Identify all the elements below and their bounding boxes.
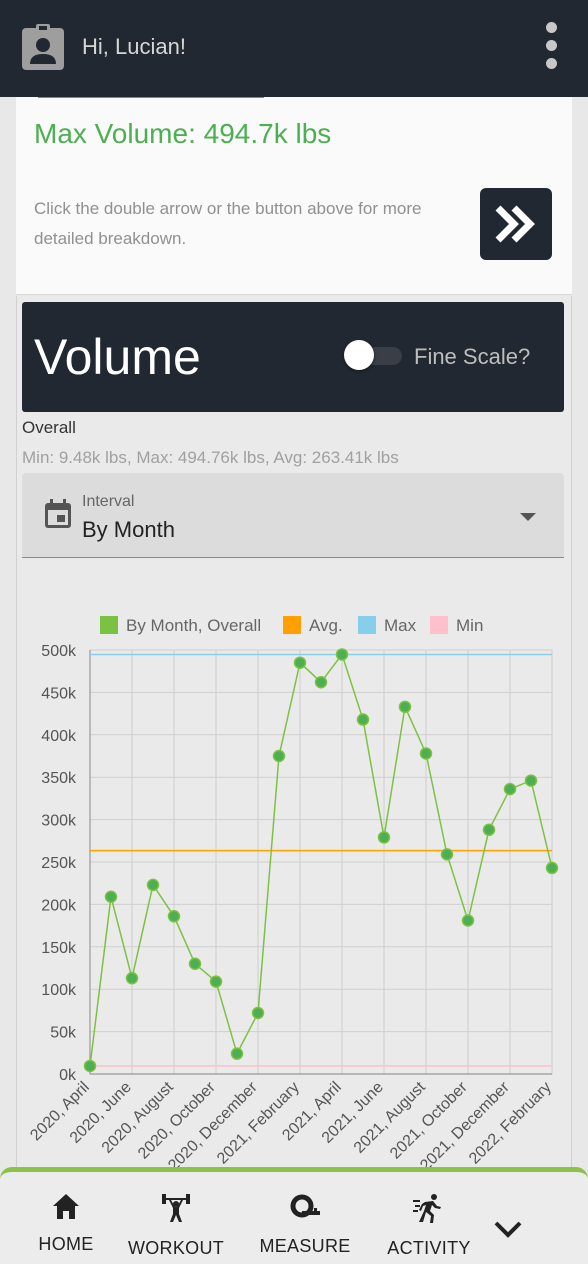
bottom-nav: HOME WORKOUT MEASURE ACTIVITY xyxy=(0,1167,588,1264)
scope-label: Overall xyxy=(22,418,76,437)
legend-label: By Month, Overall xyxy=(126,616,261,635)
data-point xyxy=(293,656,307,669)
volume-title: Volume xyxy=(34,329,201,385)
nav-activity[interactable]: ACTIVITY xyxy=(384,1192,474,1262)
fine-scale-toggle[interactable] xyxy=(344,340,402,370)
weightlifter-icon xyxy=(162,1194,190,1222)
volume-chart: 0k 50k 100k 150k 200k 250k 300k 350k 400k 450k 500… xyxy=(0,600,588,1174)
dropdown-caret-icon xyxy=(520,513,536,521)
legend-label: Avg. xyxy=(309,616,343,635)
data-point xyxy=(440,848,454,861)
legend-swatch xyxy=(100,616,118,634)
fine-scale-label: Fine Scale? xyxy=(414,344,531,369)
data-point xyxy=(419,747,433,760)
data-point xyxy=(524,774,538,787)
volume-header: Volume Fine Scale? xyxy=(22,302,564,412)
legend-label: Max xyxy=(384,616,417,635)
nav-activity-label: ACTIVITY xyxy=(387,1238,471,1258)
volume-stats: Min: 9.48k lbs, Max: 494.76k lbs, Avg: 2… xyxy=(22,448,399,467)
y-tick-label: 400k xyxy=(41,728,77,745)
home-icon xyxy=(53,1194,79,1219)
legend-swatch xyxy=(358,616,376,634)
data-point xyxy=(83,1059,97,1073)
nav-home[interactable]: HOME xyxy=(30,1192,102,1262)
y-tick-label: 500k xyxy=(41,643,77,660)
calendar-icon xyxy=(45,499,71,528)
interval-label: Interval xyxy=(82,493,135,510)
data-point xyxy=(335,648,349,661)
y-tick-label: 450k xyxy=(41,685,77,702)
breakdown-hint: Click the double arrow or the button abo… xyxy=(34,199,422,248)
toggle-knob xyxy=(344,340,374,370)
runner-icon xyxy=(413,1194,441,1223)
volume-card xyxy=(16,296,572,1176)
y-tick-label: 0k xyxy=(59,1067,77,1084)
data-point xyxy=(167,910,181,923)
greeting-title: Hi, Lucian! xyxy=(82,34,186,59)
data-point xyxy=(503,782,517,796)
legend-swatch xyxy=(430,616,448,634)
nav-home-label: HOME xyxy=(38,1234,94,1254)
interval-select[interactable]: Interval By Month xyxy=(22,473,564,558)
nav-workout[interactable]: WORKOUT xyxy=(124,1192,228,1262)
chevron-down-icon[interactable] xyxy=(492,1218,524,1240)
double-arrow-button[interactable] xyxy=(480,188,552,260)
data-point xyxy=(125,971,139,985)
max-volume-text: Max Volume: 494.7k lbs xyxy=(34,118,332,149)
data-point xyxy=(356,713,370,726)
data-point xyxy=(398,700,412,714)
data-point xyxy=(230,1047,244,1060)
tape-measure-icon xyxy=(290,1194,320,1218)
y-tick-label: 350k xyxy=(41,770,77,787)
data-point xyxy=(188,957,202,971)
badge-icon[interactable] xyxy=(22,24,64,70)
data-point xyxy=(251,1006,265,1020)
y-tick-label: 200k xyxy=(41,897,77,914)
data-point xyxy=(377,831,391,844)
legend-swatch xyxy=(283,616,301,634)
nav-measure[interactable]: MEASURE xyxy=(256,1192,354,1262)
y-tick-label: 300k xyxy=(41,813,77,830)
data-point xyxy=(272,749,286,763)
more-vert-icon[interactable] xyxy=(540,22,564,70)
y-tick-label: 250k xyxy=(41,855,77,872)
y-tick-label: 100k xyxy=(41,982,77,999)
y-tick-label: 50k xyxy=(50,1025,77,1042)
nav-workout-label: WORKOUT xyxy=(127,1238,225,1258)
interval-value: By Month xyxy=(82,517,175,542)
data-point xyxy=(545,861,559,875)
y-tick-label: 150k xyxy=(41,940,77,957)
app-bar: Hi, Lucian! xyxy=(0,0,588,97)
nav-measure-label: MEASURE xyxy=(259,1236,351,1256)
data-point xyxy=(104,890,118,904)
volume-line-chart: 0k 50k 100k 150k 200k 250k 300k 350k 400k 450k 500… xyxy=(27,616,559,1174)
summary-card: Max Volume: 494.7k lbs Click the double … xyxy=(16,90,572,295)
series-line xyxy=(89,652,553,1067)
data-point xyxy=(314,675,328,689)
data-point xyxy=(461,914,475,927)
data-point xyxy=(482,823,496,837)
data-point xyxy=(209,975,223,988)
data-point xyxy=(146,878,160,892)
legend-label: Min xyxy=(456,616,483,635)
